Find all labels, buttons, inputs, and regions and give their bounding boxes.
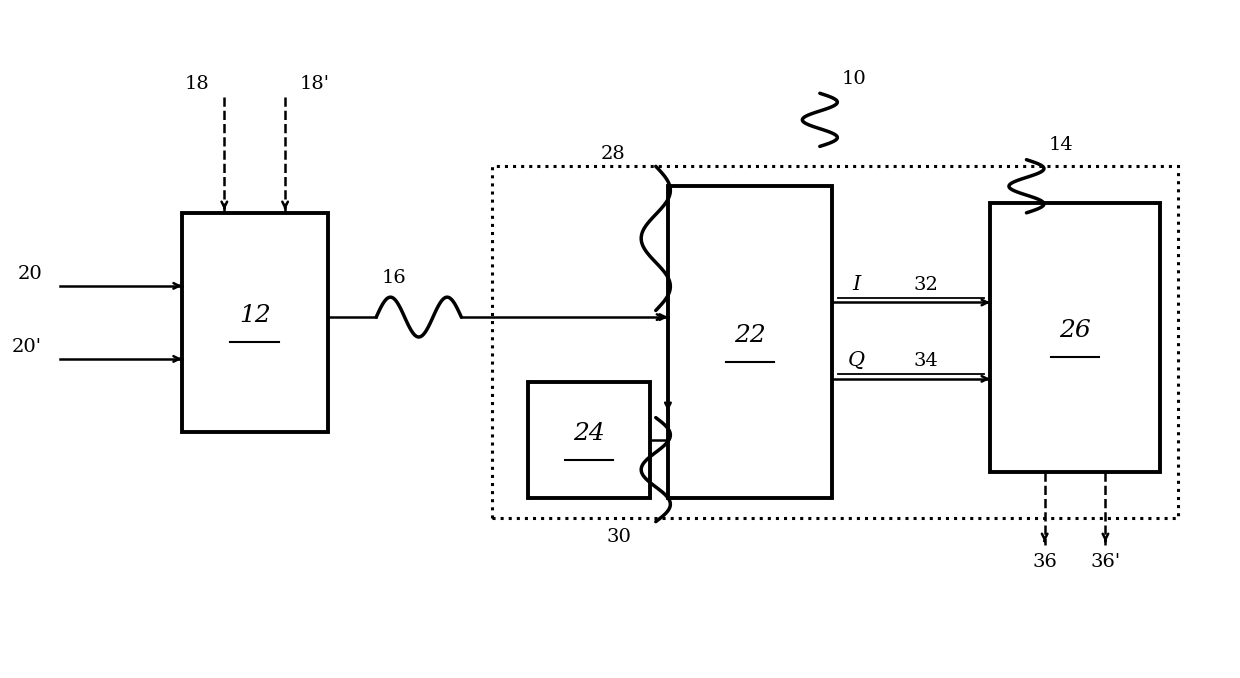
- Bar: [990, 203, 1161, 472]
- Text: 20: 20: [17, 264, 42, 283]
- Text: 16: 16: [382, 269, 407, 287]
- Text: 14: 14: [1048, 136, 1073, 155]
- Text: I: I: [852, 275, 861, 294]
- Bar: [528, 382, 650, 498]
- Text: 10: 10: [842, 70, 867, 88]
- Text: 30: 30: [606, 528, 631, 546]
- Text: 34: 34: [913, 352, 937, 370]
- Text: 20': 20': [12, 338, 42, 355]
- Bar: [182, 213, 327, 432]
- Text: Q: Q: [848, 351, 864, 370]
- Bar: [668, 186, 832, 498]
- Text: 36': 36': [1090, 553, 1121, 571]
- Text: 12: 12: [239, 304, 270, 327]
- Text: 36: 36: [1032, 553, 1058, 571]
- Text: 28: 28: [600, 145, 625, 163]
- Text: 24: 24: [573, 422, 605, 445]
- Text: 32: 32: [913, 276, 937, 294]
- Text: 22: 22: [734, 324, 766, 347]
- Text: 18': 18': [300, 75, 330, 94]
- Text: 26: 26: [1059, 319, 1091, 342]
- Text: 18: 18: [185, 75, 210, 94]
- Bar: [492, 166, 1178, 518]
